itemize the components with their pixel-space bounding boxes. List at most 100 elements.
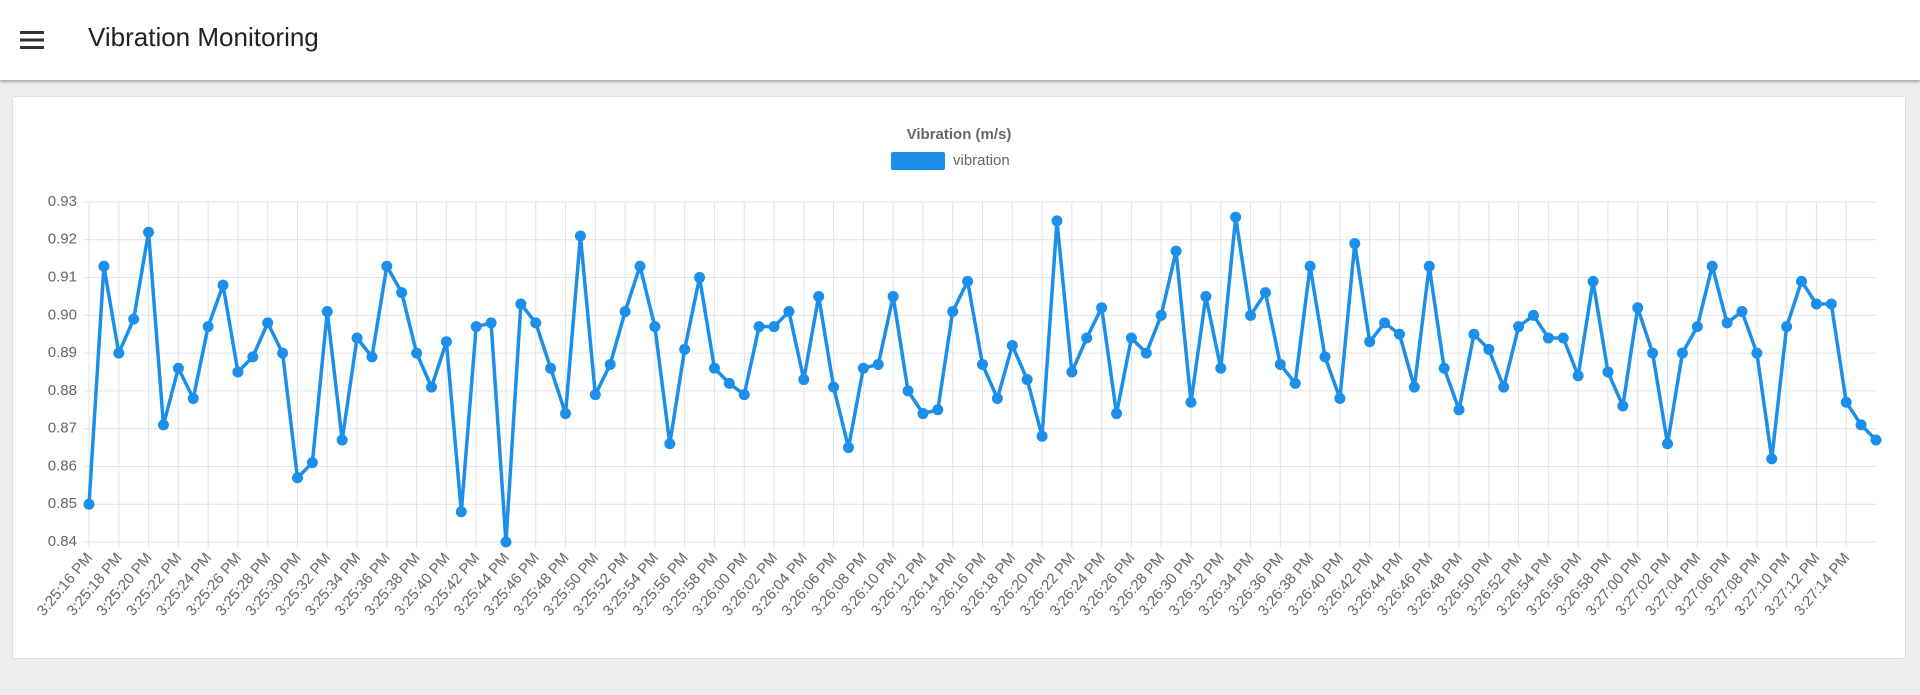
point xyxy=(113,347,125,359)
point xyxy=(1870,434,1882,446)
point xyxy=(649,321,661,333)
page-title: Vibration Monitoring xyxy=(88,22,319,52)
point xyxy=(1289,377,1301,389)
y-tick-label: 0.90 xyxy=(48,306,77,323)
point xyxy=(828,381,840,393)
point xyxy=(1230,211,1242,223)
point xyxy=(1587,275,1599,287)
point xyxy=(1036,430,1048,442)
point xyxy=(366,351,378,363)
point xyxy=(202,321,214,333)
point xyxy=(1676,347,1688,359)
y-tick-label: 0.86 xyxy=(48,457,77,474)
point xyxy=(1170,245,1182,257)
point xyxy=(1304,260,1316,272)
point xyxy=(351,332,363,344)
point xyxy=(187,392,199,404)
point xyxy=(694,272,706,284)
point xyxy=(1200,290,1212,302)
point xyxy=(1081,332,1093,344)
point xyxy=(1245,309,1257,321)
point xyxy=(336,434,348,446)
point xyxy=(1632,302,1644,314)
point xyxy=(1215,362,1227,374)
point xyxy=(783,306,795,318)
point xyxy=(902,385,914,397)
point xyxy=(1453,404,1465,416)
point xyxy=(798,374,810,386)
point xyxy=(262,317,274,329)
point xyxy=(1498,381,1510,393)
y-tick-label: 0.93 xyxy=(48,193,77,210)
point xyxy=(1855,419,1867,431)
point xyxy=(470,321,482,333)
point xyxy=(977,358,988,370)
point xyxy=(1423,260,1435,272)
point xyxy=(1408,381,1420,393)
point xyxy=(1274,358,1286,370)
point xyxy=(857,362,869,374)
point xyxy=(1096,302,1108,314)
point xyxy=(157,419,169,431)
point xyxy=(589,389,601,401)
point xyxy=(1527,309,1539,321)
point xyxy=(1736,306,1748,318)
point xyxy=(574,230,586,242)
point xyxy=(560,408,572,420)
point xyxy=(1721,317,1733,329)
point xyxy=(813,290,825,302)
point xyxy=(991,392,1003,404)
point xyxy=(1259,287,1271,299)
point xyxy=(932,404,944,416)
y-tick-label: 0.87 xyxy=(48,420,77,437)
point xyxy=(500,536,512,548)
point xyxy=(1468,328,1480,340)
point xyxy=(381,260,393,272)
point xyxy=(604,358,616,370)
point xyxy=(842,442,854,454)
point xyxy=(708,362,720,374)
point xyxy=(1051,215,1063,227)
point xyxy=(247,351,259,363)
point xyxy=(485,317,497,329)
y-tick-label: 0.91 xyxy=(48,269,77,286)
point xyxy=(83,498,95,510)
point xyxy=(1140,347,1152,359)
point xyxy=(411,347,423,359)
point xyxy=(306,457,318,469)
point xyxy=(232,366,244,378)
point xyxy=(872,358,884,370)
point xyxy=(619,306,631,318)
chart-card: Vibration (m/s) 0.84 0.85 0.86 0.87 0.88 0.89… xyxy=(12,96,1906,659)
y-tick-label: 0.92 xyxy=(48,231,77,248)
y-tick-label: 0.88 xyxy=(48,382,77,399)
legend-swatch xyxy=(891,152,945,170)
point xyxy=(515,298,527,310)
point xyxy=(1706,260,1718,272)
point xyxy=(1111,408,1123,420)
point xyxy=(1364,336,1376,348)
point xyxy=(396,287,408,299)
point xyxy=(1021,374,1033,386)
point xyxy=(664,438,676,450)
menu-button[interactable] xyxy=(20,30,44,50)
point xyxy=(1155,309,1167,321)
point xyxy=(321,306,333,318)
point xyxy=(1006,340,1018,352)
point xyxy=(1066,366,1078,378)
point xyxy=(1334,392,1346,404)
point xyxy=(172,362,184,374)
chart-title: Vibration (m/s) xyxy=(907,126,1012,143)
point xyxy=(217,279,229,291)
legend-label: vibration xyxy=(953,152,1010,169)
point xyxy=(1810,298,1822,310)
point xyxy=(947,306,959,318)
point xyxy=(455,506,467,518)
point xyxy=(1513,321,1525,333)
point xyxy=(917,408,929,420)
point xyxy=(1393,328,1405,340)
y-tick-label: 0.85 xyxy=(48,495,77,512)
point xyxy=(1751,347,1763,359)
point xyxy=(1766,453,1778,465)
